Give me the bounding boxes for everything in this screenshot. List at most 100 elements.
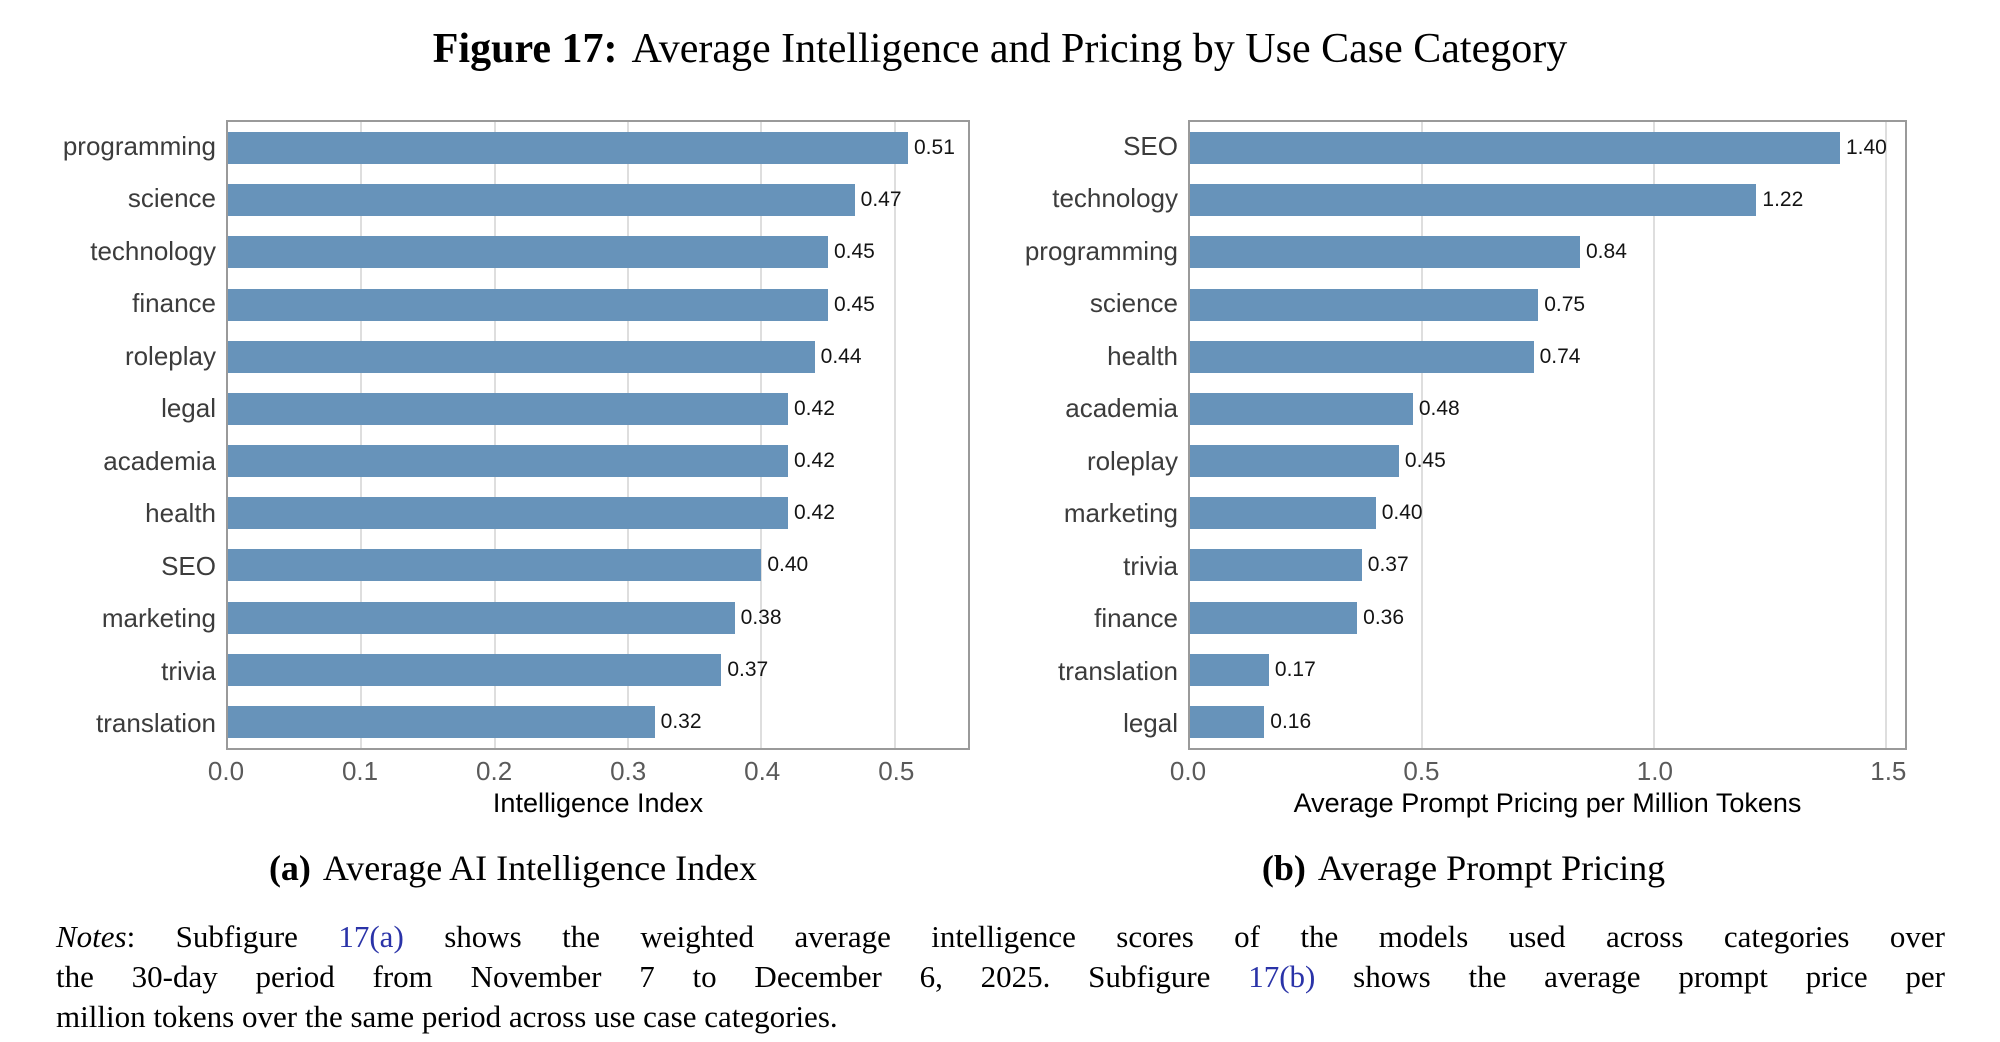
gridline-0.5 <box>893 122 896 748</box>
category-label-technology: technology <box>1052 183 1178 214</box>
x-tick-label-0.0: 0.0 <box>1169 756 1207 786</box>
bar-row-science: 0.75 <box>1190 279 1905 331</box>
gridline-1.0 <box>1653 122 1656 748</box>
category-label-translation: translation <box>96 708 216 739</box>
ref-link-17a[interactable]: 17(a) <box>338 919 404 954</box>
bar-translation <box>228 705 655 738</box>
bar-SEO <box>228 549 762 582</box>
bar-row-translation: 0.17 <box>1190 644 1905 696</box>
bar-value-finance: 0.45 <box>833 292 875 316</box>
bar-value-trivia: 0.37 <box>727 657 769 681</box>
chart-b-x-axis-label: Average Prompt Pricing per Million Token… <box>1293 788 1802 818</box>
bar-value-roleplay: 0.45 <box>1404 449 1446 473</box>
x-tick-label-0.0: 0.0 <box>207 756 245 786</box>
bar-value-science: 0.47 <box>860 188 902 212</box>
bar-row-trivia: 0.37 <box>228 644 968 696</box>
notes-text: : Subfigure <box>126 919 339 954</box>
x-tick-label-0.4: 0.4 <box>744 756 781 786</box>
figure-notes: Notes: Subfigure 17(a) shows the weighte… <box>0 917 2000 1037</box>
bar-row-finance: 0.36 <box>1190 592 1905 644</box>
category-label-translation: translation <box>1058 655 1178 686</box>
bar-row-roleplay: 0.45 <box>1190 435 1905 487</box>
bar-value-translation: 0.17 <box>1274 657 1316 681</box>
bar-value-marketing: 0.40 <box>1381 501 1423 525</box>
bar-row-health: 0.42 <box>228 487 968 539</box>
charts-row: programming science technology finance rolep… <box>0 120 2000 889</box>
bar-roleplay <box>228 340 815 373</box>
bar-trivia <box>228 653 722 686</box>
chart-a-bars: 0.51 0.47 0.45 0.45 0.44 0.42 0.42 0.42 0.40 0.38… <box>228 122 968 748</box>
bar-marketing <box>228 601 735 634</box>
notes-italic-label: Notes <box>56 919 127 954</box>
chart-a-x-axis-label: Intelligence Index <box>492 788 704 818</box>
chart-b-plot-area: 1.40 1.22 0.84 0.75 0.74 0.48 0.45 0.40 0.37 0.36… <box>1188 120 1907 750</box>
bar-row-SEO: 1.40 <box>1190 122 1905 174</box>
category-label-SEO: SEO <box>161 550 216 581</box>
notes-line-3: million tokens over the same period acro… <box>56 997 1945 1037</box>
subcaption-a-label: (a) <box>268 848 311 888</box>
bar-row-roleplay: 0.44 <box>228 331 968 383</box>
category-label-finance: finance <box>132 288 216 319</box>
bar-row-trivia: 0.37 <box>1190 539 1905 591</box>
chart-a-x-axis-ticks: 0.0 0.1 0.2 0.3 0.4 0.5 <box>208 750 970 786</box>
x-tick-label-0.5: 0.5 <box>878 756 915 786</box>
bar-row-technology: 0.45 <box>228 226 968 278</box>
category-label-trivia: trivia <box>161 655 216 686</box>
chart-a-plot-area: 0.51 0.47 0.45 0.45 0.44 0.42 0.42 0.42 0.40 0.38… <box>226 120 970 750</box>
bar-science <box>228 184 855 217</box>
subcaption-a-text: Average AI Intelligence Index <box>322 848 758 888</box>
bar-row-programming: 0.51 <box>228 122 968 174</box>
bar-value-SEO: 0.40 <box>767 553 809 577</box>
gridline-1.5 <box>1885 122 1888 748</box>
ref-link-17b[interactable]: 17(b) <box>1248 959 1316 994</box>
x-tick-label-1.5: 1.5 <box>1870 756 1907 786</box>
bar-row-academia: 0.48 <box>1190 383 1905 435</box>
bar-translation <box>1190 653 1269 686</box>
gridline-0.3 <box>627 122 629 748</box>
bar-row-legal: 0.16 <box>1190 696 1905 748</box>
bar-health <box>228 497 788 530</box>
category-label-roleplay: roleplay <box>1086 445 1178 476</box>
bar-academia <box>228 445 788 478</box>
subcaption-a: (a) Average AI Intelligence Index <box>56 847 970 889</box>
bar-value-health: 0.74 <box>1539 344 1581 368</box>
bar-health <box>1190 340 1534 373</box>
category-label-academia: academia <box>103 445 216 476</box>
bar-row-health: 0.74 <box>1190 331 1905 383</box>
category-label-health: health <box>1107 340 1178 371</box>
chart-a-category-labels: programming science technology finance rolep… <box>56 120 226 750</box>
bar-finance <box>228 288 828 321</box>
notes-line-1: Notes: Subfigure 17(a) shows the weighte… <box>56 917 1945 957</box>
bar-legal <box>1190 705 1265 738</box>
category-label-programming: programming <box>1024 235 1178 266</box>
x-tick-label-1.0: 1.0 <box>1636 756 1673 786</box>
bar-row-academia: 0.42 <box>228 435 968 487</box>
bar-programming <box>1190 236 1580 269</box>
chart-b-category-labels: SEO technology programming science health aca… <box>1020 120 1188 750</box>
notes-text: shows the average prompt price per <box>1315 959 1945 994</box>
figure-title-text: Average Intelligence and Pricing by Use … <box>631 26 1568 72</box>
bar-value-roleplay: 0.44 <box>820 344 862 368</box>
bar-row-finance: 0.45 <box>228 279 968 331</box>
bar-value-legal: 0.16 <box>1270 709 1312 733</box>
category-label-science: science <box>1089 288 1178 319</box>
category-label-marketing: marketing <box>1063 498 1178 529</box>
bar-programming <box>228 132 908 165</box>
chart-a: programming science technology finance rolep… <box>56 120 970 750</box>
bar-finance <box>1190 601 1358 634</box>
category-label-roleplay: roleplay <box>124 340 216 371</box>
chart-b: SEO technology programming science health aca… <box>1020 120 1907 750</box>
bar-row-marketing: 0.38 <box>228 592 968 644</box>
bar-value-programming: 0.51 <box>914 136 955 160</box>
category-label-technology: technology <box>90 235 216 266</box>
bar-value-marketing: 0.38 <box>740 605 782 629</box>
bar-value-legal: 0.42 <box>794 396 835 420</box>
x-tick-label-0.1: 0.1 <box>341 756 379 786</box>
notes-text: the 30-day period from November 7 to Dec… <box>56 959 1249 994</box>
bar-value-trivia: 0.37 <box>1367 553 1409 577</box>
notes-text: million tokens over the same period acro… <box>56 999 838 1034</box>
figure-title: Figure 17: Average Intelligence and Prici… <box>0 0 2000 72</box>
bar-technology <box>1190 184 1757 217</box>
gridline-0.1 <box>360 122 363 748</box>
